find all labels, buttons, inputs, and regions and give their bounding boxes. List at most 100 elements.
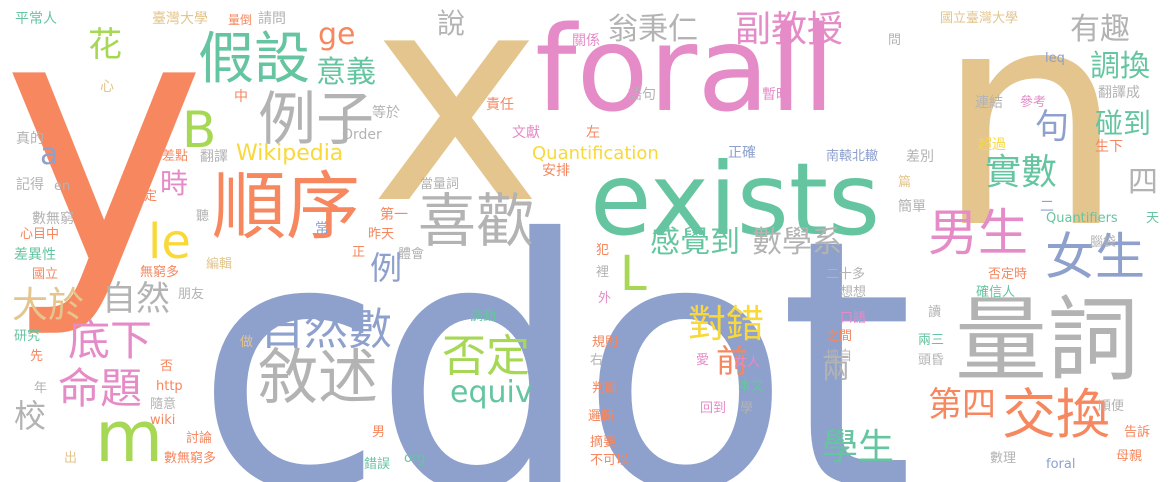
word-cankao: 參考 [1020,95,1047,110]
word-wengbingren: 翁秉仁 [608,12,698,47]
word-daiyu: 大於 [12,285,85,326]
word-duicuo: 對錯 [688,302,765,346]
word-lianjie: 連結 [975,95,1003,111]
word-tiaodong: 調動 [470,309,497,324]
word-wai: 外 [598,291,612,306]
word-taolun: 討論 [186,431,213,446]
word-xue: 學 [740,401,754,416]
word-org: org [404,451,426,466]
word-shengxia: 生下 [1095,139,1123,155]
word-muqin: 母親 [1116,449,1143,464]
word-shanzi: 擅自 [826,349,853,364]
word-er: 二 [1040,199,1054,215]
word-nanyuanbeizhe: 南轅北轍 [826,149,879,164]
word-foral: foral [1046,457,1076,472]
word-cuowu: 錯誤 [364,457,391,472]
word-a: a [40,137,59,172]
word-dixia: 底下 [68,316,153,365]
word-liang: 兩 [822,352,851,385]
word-taiwandaxue: 臺灣大學 [152,11,208,27]
word-chang: 常 [315,221,329,237]
word-zhengque: 正確 [728,145,756,161]
word-zanshi: 暫時 [762,87,790,103]
word-quantification: Quantification [532,143,659,164]
word-nvren: 女人 [734,355,761,370]
word-you: 右 [590,353,604,368]
word-shuwuqiong: 數無窮 [32,211,74,227]
word-shuo: 說 [437,7,466,40]
word-lizi: 例子 [258,85,375,153]
word-chabie: 差別 [906,149,934,165]
word-zhaiyao: 摘要 [590,435,617,450]
word-benwen: 本文 [738,379,765,394]
word-chaoyue: 超過 [978,137,1006,153]
word-zuotian: 昨天 [368,227,395,242]
word-guanxi: 關係 [572,33,600,49]
word-zirans: 自然數 [260,304,392,355]
word-liangdao: 量倒 [228,13,253,27]
word-fujiaoshou: 副教授 [735,9,844,50]
word-fouding: 否定 [442,331,530,382]
word-ziran: 自然 [102,279,170,319]
word-exists: exists [590,141,881,258]
word-fan: 犯 [596,243,610,258]
word-shunxu: 順序 [212,164,360,250]
word-jiandan: 簡單 [898,199,926,215]
word-pengyou: 朋友 [178,287,205,302]
word-zuo2: 做 [240,335,254,350]
word-forall: forall [535,0,836,138]
word-ge: ge [318,17,356,52]
word-ding: 定 [144,189,158,204]
word-anpai: 安排 [542,163,570,179]
word-shunbian: 順便 [1098,399,1125,414]
word-zhende: 真的 [16,131,44,147]
word-qingwen: 請問 [258,11,286,27]
word-liangsan: 兩三 [918,333,945,348]
word-chayixing: 差異性 [14,247,56,263]
word-huidao: 回到 [700,401,727,416]
word-pingchangren: 平常人 [15,11,57,27]
word-bukeyi: 不可以 [590,453,630,468]
word-jiaohuan: 交換 [1002,383,1110,446]
word-ershiduo: 二十多 [826,267,866,282]
word-disi: 第四 [928,385,996,425]
word-dengyu: 等於 [372,105,400,121]
word-ju: 句 [1035,107,1069,147]
word-shi: 時 [160,167,189,200]
word-xiangxiang: 想想 [840,285,867,300]
word-guolitaiwandaxue: 國立臺灣大學 [940,11,1019,26]
word-xinmuzhong: 心目中 [20,227,60,242]
word-zhijian: 之間 [826,329,853,344]
word-hua: 花 [88,25,122,65]
word-si: 四 [1128,165,1158,200]
word-diaohuan: 調換 [1090,49,1150,84]
word-nan: 男 [372,425,386,440]
word-cdot: cdot [195,167,914,482]
word-nansheng: 男生 [928,204,1028,262]
word-ai: 愛 [696,353,710,368]
word-fanyicheng: 翻譯成 [1098,85,1140,101]
word-xushu: 敘述 [258,343,378,413]
word-guize: 規則 [592,335,619,350]
word-du: 讀 [928,305,942,320]
word-xiao: 校 [14,397,47,435]
word-foudingshi: 否定時 [988,267,1028,282]
word-http: http [156,379,183,394]
word-xihuan: 喜歡 [418,187,535,255]
word-en: en [54,179,71,194]
word-zeren: 責任 [486,97,514,113]
word-guoli: 國立 [32,267,59,282]
word-x: x [370,0,542,268]
word-zheng: 正 [352,245,366,260]
word-chadian: 差點 [162,149,189,164]
word-xuesheng: 學生 [822,427,895,468]
word-queshuren: 確信人 [976,285,1016,300]
word-B: B [182,101,217,159]
word-shuwuqiongduo: 數無窮多 [164,451,217,466]
word-n: n [935,0,1126,294]
word-wen: 問 [888,33,902,48]
word-wikipedia: Wikipedia [236,141,344,166]
word-equiv: equiv [450,375,533,410]
word-jiyi: 記得 [16,177,44,193]
